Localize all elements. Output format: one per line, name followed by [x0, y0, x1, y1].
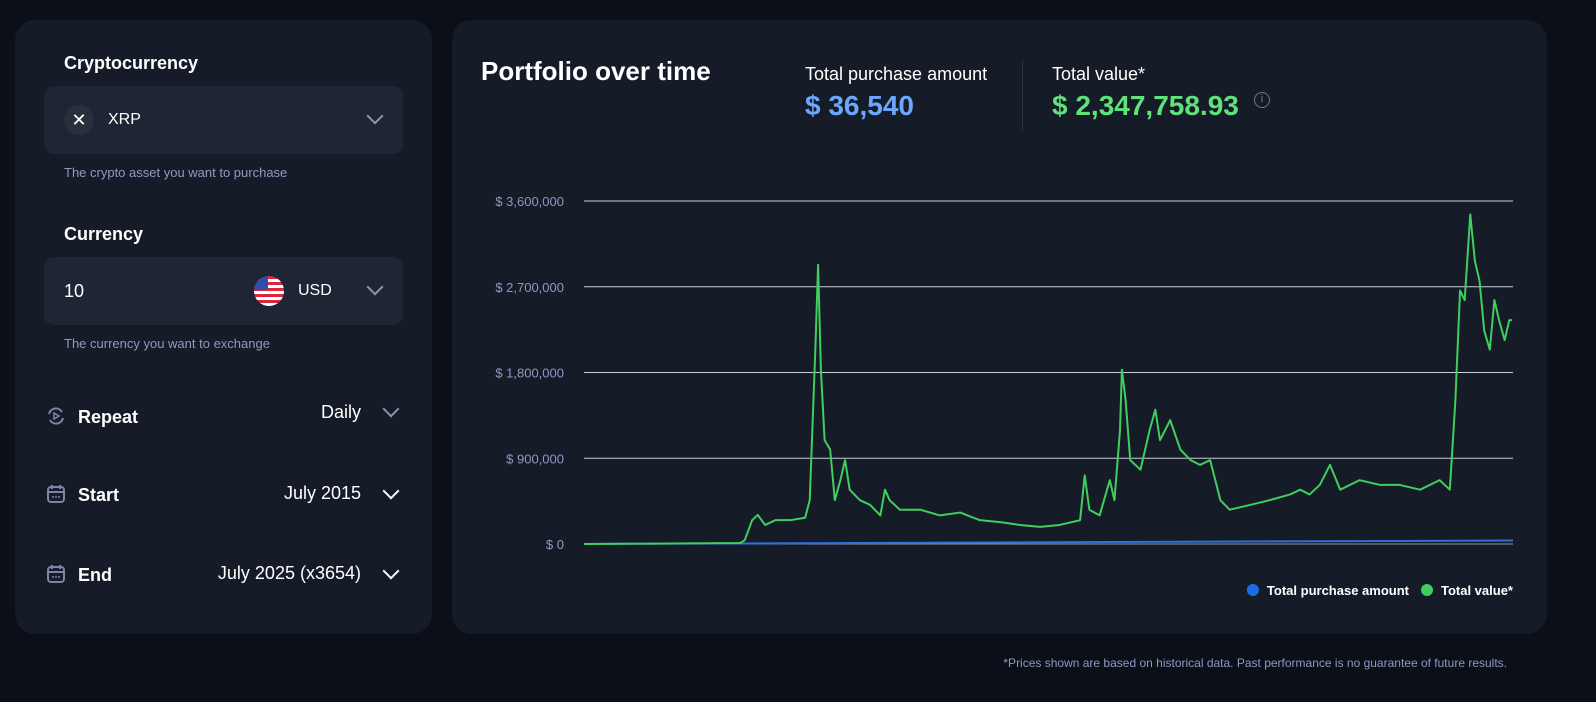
chevron-down-icon [382, 562, 400, 580]
repeat-select[interactable]: Daily [320, 402, 361, 422]
repeat-icon [48, 407, 64, 425]
crypto-value: XRP [108, 111, 141, 128]
end-select[interactable]: July 2025 (x3654) [217, 563, 361, 583]
crypto-label: Cryptocurrency [64, 53, 199, 73]
y-tick-label: $ 1,800,000 [495, 366, 564, 381]
crypto-hint: The crypto asset you want to purchase [64, 165, 288, 180]
calendar-icon [47, 565, 65, 583]
chevron-down-icon [382, 400, 400, 418]
calculator-form: Cryptocurrency ✕ XRP The crypto asset yo… [15, 20, 432, 634]
chart: $ 0 $ 900,000 $ 1,800,000 $ 2,700,000 $ 3,60… [495, 194, 1514, 598]
purchase-label: Total purchase amount [805, 64, 988, 84]
chevron-down-icon [366, 107, 384, 125]
divider [1022, 60, 1023, 130]
currency-hint: The currency you want to exchange [64, 336, 270, 351]
start-label: Start [78, 485, 120, 505]
start-select[interactable]: July 2015 [283, 483, 361, 503]
disclaimer: *Prices shown are based on historical da… [1003, 656, 1507, 670]
purchase-value: $ 36,540 [805, 90, 914, 121]
total-value: $ 2,347,758.93 [1052, 90, 1239, 121]
info-icon[interactable]: i [1254, 92, 1270, 108]
start-row[interactable]: Start July 2015 [45, 480, 405, 510]
legend-label: Total purchase amount [1267, 583, 1410, 598]
us-flag-icon [254, 276, 284, 306]
end-row[interactable]: End July 2025 (x3654) [45, 560, 405, 590]
repeat-label: Repeat [78, 407, 139, 427]
legend-label: Total value* [1441, 583, 1514, 598]
chevron-down-icon[interactable] [366, 278, 384, 296]
chevron-down-icon [382, 482, 400, 500]
amount-input[interactable]: 10 [64, 281, 85, 301]
series-line-value [583, 213, 1513, 545]
repeat-row[interactable]: Repeat Daily [45, 400, 405, 432]
legend-marker [1420, 584, 1433, 596]
xrp-icon: ✕ [64, 105, 94, 135]
chart-title: Portfolio over time [481, 56, 711, 86]
currency-box: 10 USD [44, 257, 403, 325]
y-tick-label: $ 2,700,000 [495, 280, 564, 295]
crypto-select[interactable]: ✕ XRP [44, 86, 403, 154]
calendar-icon [47, 485, 65, 503]
portfolio-panel: Portfolio over time Total purchase amoun… [452, 20, 1547, 634]
value-label: Total value* [1052, 64, 1146, 84]
legend-marker [1246, 584, 1259, 596]
y-tick-label: $ 900,000 [506, 451, 564, 466]
y-tick-label: $ 0 [546, 537, 564, 552]
currency-label: Currency [64, 224, 144, 244]
currency-select[interactable]: USD [298, 282, 332, 299]
end-label: End [78, 565, 112, 585]
y-tick-label: $ 3,600,000 [495, 194, 564, 209]
